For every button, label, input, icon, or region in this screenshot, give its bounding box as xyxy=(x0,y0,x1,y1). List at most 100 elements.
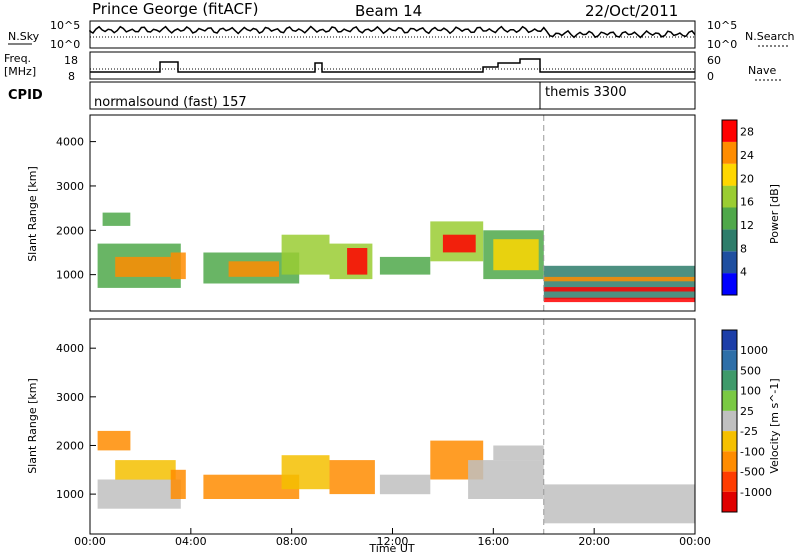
scatter-cell xyxy=(347,248,368,275)
power-colorbar-frame xyxy=(721,119,738,296)
freq-label-1: Freq. xyxy=(4,52,31,65)
y-tick-label: 1000 xyxy=(56,488,84,501)
nave-label: Nave xyxy=(748,64,776,77)
velocity-colorbar-band xyxy=(722,431,737,452)
velocity-marks xyxy=(97,319,696,534)
date-title: 22/Oct/2011 xyxy=(585,2,678,20)
velocity-colorbar-band xyxy=(722,491,737,512)
velocity-colorbar-tick: -500 xyxy=(740,466,765,479)
velocity-ylabel: Slant Range [km] xyxy=(26,378,39,474)
time-axis-label: Time UT xyxy=(368,542,414,554)
scatter-cell xyxy=(170,252,186,280)
power-yticks: 1000 2000 3000 4000 xyxy=(56,136,96,282)
scatter-cell xyxy=(379,474,431,495)
velocity-yticks: 1000 2000 3000 4000 xyxy=(56,342,96,501)
noise-right-tick-bottom: 10^0 xyxy=(707,38,737,51)
velocity-colorbar-tick: 25 xyxy=(740,405,754,418)
scatter-cell xyxy=(379,256,431,275)
power-colorbar-band xyxy=(722,120,737,142)
power-colorbar-band xyxy=(722,207,737,230)
scatter-cell xyxy=(468,460,544,499)
scatter-cell xyxy=(543,484,696,524)
x-tick-label: 16:00 xyxy=(477,535,509,548)
power-colorbar-band xyxy=(722,273,737,295)
cpid-panel-frame xyxy=(89,81,696,110)
velocity-colorbar: 1000 500 100 25 -25 -100 -500 -1000 xyxy=(721,329,772,513)
scatter-cell xyxy=(329,460,375,495)
scatter-cell xyxy=(228,261,279,277)
power-colorbar-tick: 4 xyxy=(740,266,747,279)
velocity-colorbar-band xyxy=(722,330,737,351)
velocity-colorbar-band xyxy=(722,451,737,472)
freq-panel-frame xyxy=(89,51,696,80)
noise-left-label: N.Sky xyxy=(8,30,40,43)
noise-left-tick-top: 10^5 xyxy=(50,19,80,32)
scatter-cell xyxy=(543,265,696,300)
scatter-cell xyxy=(170,469,186,499)
power-colorbar-band xyxy=(722,141,737,164)
x-tick-label: 20:00 xyxy=(578,535,610,548)
power-colorbar-tick: 20 xyxy=(740,172,754,185)
cpid-label: CPID xyxy=(8,88,43,103)
velocity-colorbar-band xyxy=(722,350,737,371)
scatter-cell xyxy=(281,234,330,275)
scatter-cell xyxy=(543,297,696,303)
velocity-colorbar-frame xyxy=(721,329,738,513)
time-axis: 00:00 04:00 08:00 12:00 16:00 20:00 00:00 xyxy=(74,528,711,548)
freq-trace xyxy=(90,58,695,73)
y-tick-label: 2000 xyxy=(56,224,84,237)
velocity-colorbar-tick: 500 xyxy=(740,364,761,377)
freq-tick-top: 18 xyxy=(64,54,78,67)
scatter-cell xyxy=(493,445,544,461)
power-ylabel: Slant Range [km] xyxy=(26,166,39,262)
velocity-colorbar-band xyxy=(722,370,737,391)
power-colorbar-band xyxy=(722,229,737,252)
y-tick-label: 4000 xyxy=(56,342,84,355)
beam-title: Beam 14 xyxy=(355,2,422,20)
power-colorbar-tick: 12 xyxy=(740,219,754,232)
power-marks xyxy=(97,115,696,311)
cpid-program-1: normalsound (fast) 157 xyxy=(94,95,247,110)
x-tick-label: 00:00 xyxy=(679,535,711,548)
nave-tick-top: 60 xyxy=(707,54,721,67)
scatter-cell xyxy=(543,276,696,282)
power-colorbar-tick: 28 xyxy=(740,126,754,139)
x-tick-label: 04:00 xyxy=(175,535,207,548)
y-tick-label: 2000 xyxy=(56,439,84,452)
power-panel: Slant Range [km] 1000 2000 3000 4000 xyxy=(26,114,696,312)
scatter-cell xyxy=(115,256,171,277)
scatter-cell xyxy=(543,287,696,292)
x-tick-label: 00:00 xyxy=(74,535,106,548)
power-plot-frame xyxy=(89,114,696,312)
power-colorbar: 28 24 20 16 12 8 4 xyxy=(721,119,754,296)
scatter-cell xyxy=(115,460,176,480)
power-colorbar-band xyxy=(722,251,737,274)
velocity-colorbar-tick: -1000 xyxy=(740,486,772,499)
velocity-colorbar-tick: 1000 xyxy=(740,344,768,357)
x-tick-label: 08:00 xyxy=(276,535,308,548)
noise-sky-trace xyxy=(89,25,696,39)
scatter-cell xyxy=(493,239,539,271)
velocity-colorbar-band xyxy=(722,410,737,432)
power-colorbar-label: Power [dB] xyxy=(768,184,781,244)
noise-right-label: N.Search xyxy=(745,30,795,43)
nave-tick-bottom: 0 xyxy=(707,70,714,83)
power-colorbar-tick: 16 xyxy=(740,196,754,209)
freq-label-2: [MHz] xyxy=(4,65,36,78)
noise-panel-frame xyxy=(89,20,696,49)
velocity-colorbar-tick: -100 xyxy=(740,445,765,458)
y-tick-label: 1000 xyxy=(56,269,84,282)
y-tick-label: 4000 xyxy=(56,136,84,149)
noise-left-tick-bottom: 10^0 xyxy=(50,38,80,51)
power-colorbar-tick: 8 xyxy=(740,242,747,255)
x-tick-label: 12:00 xyxy=(377,535,409,548)
scatter-cell xyxy=(97,430,131,451)
y-tick-label: 3000 xyxy=(56,180,84,193)
freq-tick-bottom: 8 xyxy=(68,70,75,83)
scatter-cell xyxy=(442,234,476,253)
velocity-panel: Slant Range [km] 1000 2000 3000 4000 xyxy=(26,318,696,535)
velocity-colorbar-tick: -25 xyxy=(740,425,758,438)
y-tick-label: 3000 xyxy=(56,391,84,404)
noise-right-tick-top: 10^5 xyxy=(707,19,737,32)
